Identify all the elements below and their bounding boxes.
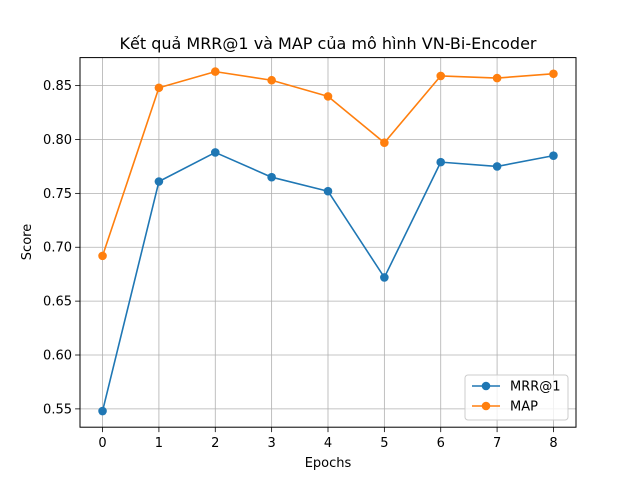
- series-mrr-1: [98, 148, 558, 416]
- x-axis-label: Epochs: [305, 456, 352, 471]
- y-tick-label: 0.80: [43, 133, 72, 148]
- legend-items: MRR@1 MAP: [472, 380, 561, 415]
- legend-marker: [481, 381, 491, 391]
- data-point-mrr-1: [380, 273, 389, 282]
- legend-entry-map: MAP: [472, 400, 538, 415]
- chart-title: Kết quả MRR@1 và MAP của mô hình VN-Bi-E…: [120, 34, 537, 53]
- legend-entry-mrr-1: MRR@1: [472, 380, 561, 395]
- series-layer: [98, 67, 558, 416]
- data-point-map: [492, 73, 502, 83]
- x-tick-label: 4: [324, 436, 332, 451]
- y-axis-label: Score: [20, 224, 35, 260]
- y-tick-label: 0.75: [43, 187, 72, 202]
- x-tick-label: 5: [380, 436, 388, 451]
- data-point-map: [267, 75, 276, 85]
- data-point-map: [323, 92, 333, 101]
- y-axis: 0.55 0.60 0.65 0.70 0.75 0.80 0.85: [43, 79, 80, 417]
- x-axis: 0 1 2 3 4 5 6 7 8: [98, 427, 558, 451]
- data-point-mrr-1: [267, 172, 276, 182]
- legend-label: MAP: [510, 400, 538, 415]
- x-tick-label: 8: [549, 436, 557, 451]
- x-tick-label: 0: [98, 436, 106, 451]
- x-tick-label: 6: [437, 436, 445, 451]
- y-tick-label: 0.85: [43, 79, 72, 94]
- data-point-map: [436, 71, 446, 81]
- data-point-mrr-1: [323, 186, 333, 196]
- data-point-mrr-1: [436, 157, 446, 167]
- x-tick-label: 7: [493, 436, 501, 451]
- data-point-mrr-1: [210, 148, 220, 157]
- data-point-map: [154, 83, 164, 93]
- x-tick-label: 1: [155, 436, 163, 451]
- legend-marker: [481, 401, 491, 411]
- data-point-map: [549, 69, 558, 79]
- data-point-mrr-1: [492, 162, 502, 171]
- data-point-map: [98, 251, 107, 261]
- y-tick-label: 0.70: [43, 241, 72, 256]
- data-point-mrr-1: [549, 151, 558, 160]
- legend-label: MRR@1: [510, 380, 561, 395]
- y-tick-label: 0.55: [43, 402, 72, 417]
- y-tick-label: 0.60: [43, 349, 72, 364]
- x-tick-label: 3: [267, 436, 275, 451]
- legend: MRR@1 MAP: [464, 374, 569, 421]
- x-tick-label: 2: [211, 436, 219, 451]
- data-point-mrr-1: [98, 406, 107, 416]
- data-point-map: [380, 138, 389, 148]
- data-point-map: [210, 67, 220, 76]
- y-tick-label: 0.65: [43, 295, 72, 310]
- data-point-mrr-1: [154, 177, 164, 186]
- series-map: [98, 67, 558, 261]
